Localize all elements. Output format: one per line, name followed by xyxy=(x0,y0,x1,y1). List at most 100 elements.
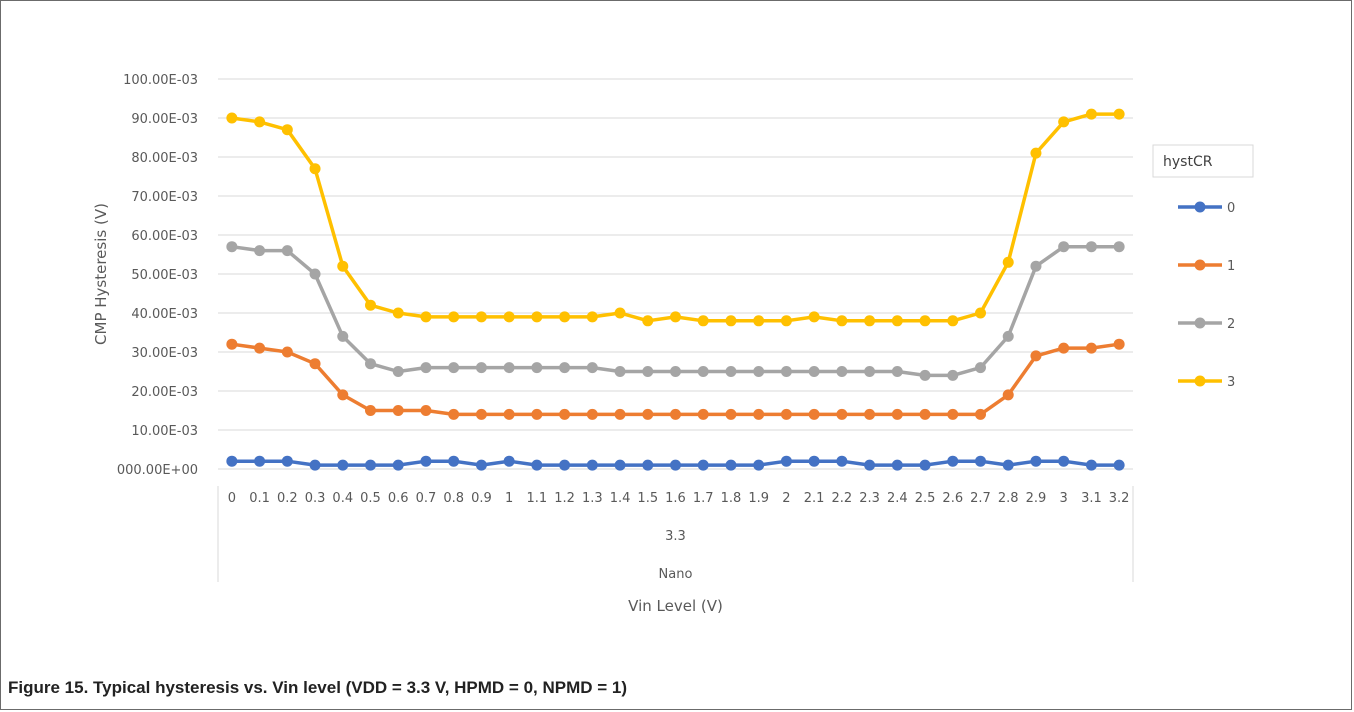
series-3-point xyxy=(919,315,931,327)
series-0-point xyxy=(281,455,293,467)
series-3-point xyxy=(1085,108,1097,120)
series-0-point xyxy=(392,459,404,471)
series-3-point xyxy=(670,311,681,323)
x-tick-label: 0.8 xyxy=(443,491,464,506)
series-3-point xyxy=(1113,108,1125,120)
series-2-point xyxy=(475,362,487,374)
series-3-point xyxy=(226,112,238,124)
x-tick-label: 2.6 xyxy=(942,491,963,506)
x-tick-label: 1.8 xyxy=(721,491,742,506)
x-tick-label: 3 xyxy=(1060,491,1068,506)
series-3-point xyxy=(891,315,903,327)
y-tick-label: 90.00E-03 xyxy=(131,112,198,127)
series-0-point xyxy=(1002,459,1014,471)
legend-swatch-marker xyxy=(1194,375,1206,387)
series-0-point xyxy=(725,459,737,471)
series-0-point xyxy=(226,455,238,467)
series-1-point xyxy=(864,408,876,420)
series-2-point xyxy=(392,366,404,377)
series-2-point xyxy=(281,245,293,257)
series-2-point xyxy=(337,330,349,342)
series-3-point xyxy=(753,315,765,327)
series-1-point xyxy=(365,405,376,416)
x-tick-label: 2.5 xyxy=(915,491,936,506)
series-2-point xyxy=(586,362,598,374)
series-3-point xyxy=(503,311,515,323)
series-3-point xyxy=(475,311,487,323)
series-3-point xyxy=(836,315,848,327)
y-tick-label: 10.00E-03 xyxy=(131,424,198,439)
legend-label: 1 xyxy=(1227,259,1235,274)
series-3-point xyxy=(559,311,571,323)
series-3-point xyxy=(586,311,598,323)
series-1-point xyxy=(891,408,903,420)
series-2-point xyxy=(670,366,681,377)
series-0-point xyxy=(1030,455,1042,467)
x-axis-title: Vin Level (V) xyxy=(628,597,723,615)
legend-label: 0 xyxy=(1227,201,1235,216)
series-3-point xyxy=(448,311,460,323)
series-2-point xyxy=(254,245,266,257)
series-1-point xyxy=(531,408,543,420)
x-tick-label: 0.7 xyxy=(416,491,437,506)
series-2-point xyxy=(448,362,460,374)
x-tick-label: 2 xyxy=(782,491,790,506)
series-0-point xyxy=(1085,459,1097,471)
series-0-point xyxy=(864,459,876,471)
series-0-point xyxy=(448,455,460,467)
series-1-point xyxy=(586,408,598,420)
series-0-point xyxy=(975,455,986,467)
y-tick-label: 40.00E-03 xyxy=(131,307,198,322)
y-tick-label: 80.00E-03 xyxy=(131,151,198,166)
series-0-point xyxy=(420,455,432,467)
x-tick-label: 2.8 xyxy=(998,491,1019,506)
x-tick-label: 1.4 xyxy=(610,491,631,506)
series-1-point xyxy=(670,408,681,420)
x-tick-label: 3.1 xyxy=(1081,491,1102,506)
x-group-label: 3.3 xyxy=(665,529,686,544)
series-1-point xyxy=(614,408,626,420)
series-0-point xyxy=(531,459,543,471)
series-0-point xyxy=(670,459,681,471)
series-3-point xyxy=(531,311,543,323)
series-0-point xyxy=(614,459,626,471)
x-tick-label: 0 xyxy=(228,491,236,506)
legend-swatch-marker xyxy=(1194,201,1206,213)
series-1-point xyxy=(697,408,709,420)
series-2-point xyxy=(531,362,543,374)
series-0-point xyxy=(1058,455,1070,467)
legend-label: 3 xyxy=(1227,375,1235,390)
series-2-line xyxy=(231,244,1120,378)
series-2-point xyxy=(420,362,432,374)
series-1-point xyxy=(281,346,293,358)
x-group-label: Nano xyxy=(659,567,693,582)
series-2-point xyxy=(947,369,959,381)
series-1-point xyxy=(1085,342,1097,354)
x-tick-label: 2.1 xyxy=(804,491,825,506)
series-3-point xyxy=(281,124,293,136)
y-tick-label: 000.00E+00 xyxy=(117,463,198,478)
series-3-point xyxy=(725,315,737,327)
series-3-point xyxy=(254,116,266,128)
series-1-point xyxy=(503,408,515,420)
legend-title: hystCR xyxy=(1163,154,1213,170)
series-1-point xyxy=(919,408,931,420)
series-2-point xyxy=(975,362,986,374)
series-3-point xyxy=(420,311,432,323)
x-tick-label: 1.2 xyxy=(554,491,575,506)
series-2-point xyxy=(697,366,709,377)
series-2-point xyxy=(614,366,626,377)
series-2-point xyxy=(1113,241,1125,253)
y-axis-title: CMP Hysteresis (V) xyxy=(92,203,110,345)
series-0-point xyxy=(254,455,266,467)
series-0-point xyxy=(780,455,792,467)
series-0-point xyxy=(1113,459,1125,471)
series-3-line xyxy=(231,112,1120,323)
series-3-point xyxy=(1030,147,1042,159)
series-3-point xyxy=(697,315,709,327)
series-0-point xyxy=(559,459,571,471)
series-3-point xyxy=(614,307,626,319)
x-tick-label: 2.4 xyxy=(887,491,908,506)
series-1-point xyxy=(780,408,792,420)
